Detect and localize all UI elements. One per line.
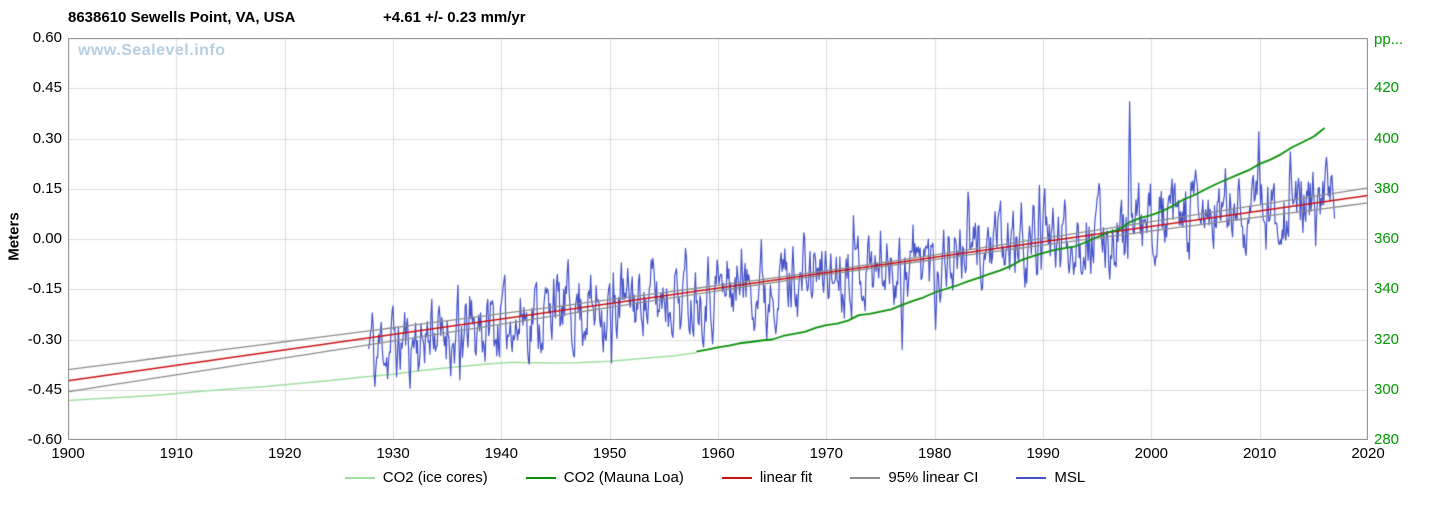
legend-label: MSL [1054, 469, 1086, 486]
legend-label: 95% linear CI [888, 469, 979, 486]
x-tick-label: 1960 [701, 445, 735, 462]
x-tick-label: 2000 [1134, 445, 1169, 462]
legend-item-co2_maunaloa: CO2 (Mauna Loa) [525, 469, 684, 486]
trend-rate-label: +4.61 +/- 0.23 mm/yr [383, 9, 526, 26]
x-tick-label: 2020 [1351, 445, 1385, 462]
legend-line-sample [721, 476, 752, 479]
legend-line-sample [344, 476, 375, 479]
right-tick-label: 280 [1374, 431, 1400, 448]
plot-area [68, 38, 1368, 440]
legend: CO2 (ice cores) CO2 (Mauna Loa) linear fit… [0, 469, 1430, 486]
x-tick-label: 2010 [1242, 445, 1277, 462]
x-tick-label: 1990 [1026, 445, 1060, 462]
legend-line-sample [850, 476, 881, 479]
left-tick-label: -0.45 [27, 380, 62, 398]
right-axis-unit-label: pp... [1374, 31, 1404, 48]
right-tick-label: 400 [1374, 129, 1400, 147]
legend-item-ci: 95% linear CI [850, 469, 978, 486]
right-tick-label: 340 [1374, 280, 1400, 298]
right-tick-label: 420 [1374, 79, 1400, 97]
x-tick-label: 1940 [484, 445, 519, 462]
right-tick-label: 360 [1374, 230, 1400, 247]
x-tick-label: 1950 [592, 445, 627, 462]
x-tick-label: 1900 [51, 445, 85, 462]
legend-item-co2_ice: CO2 (ice cores) [344, 469, 488, 486]
legend-label: linear fit [759, 469, 813, 486]
left-tick-label: -0.60 [27, 431, 62, 448]
left-tick-label: 0.60 [32, 29, 62, 46]
left-tick-label: -0.30 [27, 330, 62, 348]
right-tick-label: 320 [1374, 330, 1400, 348]
x-tick-label: 1910 [159, 445, 194, 462]
x-tick-label: 1980 [917, 445, 952, 462]
legend-line-sample [1016, 476, 1047, 479]
legend-label: CO2 (ice cores) [382, 469, 488, 486]
legend-item-msl: MSL [1016, 469, 1085, 486]
right-tick-label: 380 [1374, 179, 1400, 197]
legend-label: CO2 (Mauna Loa) [563, 469, 684, 486]
chart-title: 8638610 Sewells Point, VA, USA [68, 9, 296, 26]
legend-line-sample [525, 476, 556, 479]
x-tick-label: 1920 [267, 445, 302, 462]
left-tick-label: 0.30 [32, 129, 62, 147]
right-tick-label: 300 [1374, 380, 1400, 398]
x-tick-label: 1970 [809, 445, 844, 462]
left-tick-label: 0.15 [32, 179, 62, 197]
legend-item-fit: linear fit [721, 469, 813, 486]
left-tick-label: 0.45 [32, 79, 62, 97]
left-tick-label: 0.00 [32, 230, 62, 247]
left-tick-label: -0.15 [27, 280, 62, 298]
x-tick-label: 1930 [376, 445, 410, 462]
